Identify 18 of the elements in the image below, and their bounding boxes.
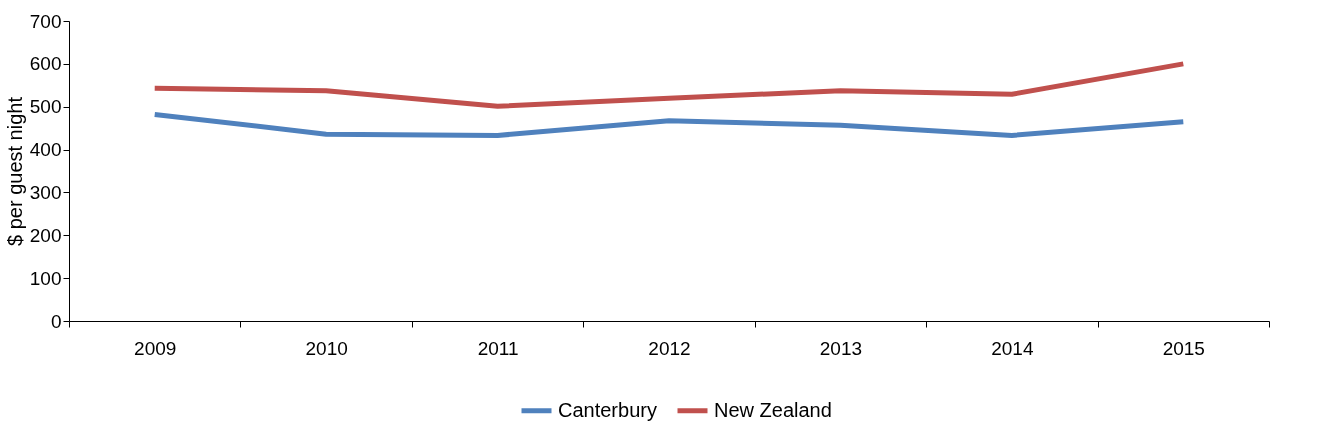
x-tick-label: 2015: [1162, 337, 1205, 359]
y-tick-label: 500: [29, 96, 62, 118]
y-tick-label: 0: [50, 310, 62, 332]
x-tick-label: 2014: [991, 337, 1034, 359]
y-tick-label: 600: [29, 53, 62, 75]
x-tick-label: 2013: [819, 337, 863, 359]
x-tick-label: 2011: [477, 337, 519, 359]
y-tick-label: 300: [29, 181, 62, 203]
x-tick-label: 2009: [134, 337, 177, 359]
legend-label: Canterbury: [558, 398, 657, 421]
legend-label: New Zealand: [714, 398, 832, 421]
x-tick-label: 2010: [305, 337, 348, 359]
y-tick-label: 400: [29, 139, 62, 161]
y-tick-label: 200: [29, 224, 62, 246]
y-axis-title: $ per guest night: [3, 96, 26, 246]
y-tick-label: 100: [29, 267, 62, 289]
y-tick-label: 700: [29, 10, 62, 32]
x-tick-label: 2012: [648, 337, 691, 359]
